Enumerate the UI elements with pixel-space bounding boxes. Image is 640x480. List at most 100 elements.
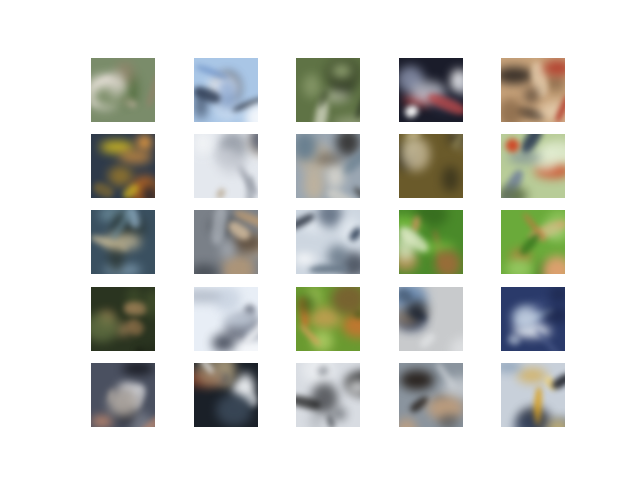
image-region: [501, 363, 523, 372]
image-region: [221, 254, 256, 274]
sample-image-r4-c4: [399, 287, 463, 351]
image-region: [332, 117, 360, 122]
image-region: [399, 369, 435, 390]
image-region: [224, 313, 256, 327]
image-region: [215, 393, 252, 427]
sample-image-r3-c3: [296, 210, 360, 274]
image-region: [91, 415, 113, 427]
image-region: [194, 288, 221, 304]
image-region: [418, 241, 456, 254]
image-region: [513, 412, 542, 427]
sample-image-r3-c4: [399, 210, 463, 274]
image-region: [342, 312, 360, 338]
sample-image-r4-c1: [91, 287, 155, 351]
image-region: [417, 330, 438, 350]
image-region: [335, 134, 360, 156]
image-region: [325, 161, 344, 190]
image-region: [546, 419, 565, 427]
image-region: [518, 231, 543, 257]
image-region: [296, 253, 315, 264]
image-region: [232, 381, 251, 397]
image-region: [297, 294, 315, 313]
sample-image-r5-c3: [296, 363, 360, 427]
image-region: [450, 336, 463, 351]
image-region: [245, 175, 255, 198]
image-region: [541, 223, 563, 238]
image-region: [107, 165, 134, 187]
image-region: [308, 411, 323, 427]
image-region: [501, 187, 528, 198]
image-region: [351, 186, 360, 198]
image-region: [103, 264, 142, 274]
sample-image-r1-c3: [296, 58, 360, 122]
sample-image-r1-c1: [91, 58, 155, 122]
sample-image-r5-c5: [501, 363, 565, 427]
sample-image-r2-c1: [91, 134, 155, 198]
image-region: [439, 413, 459, 427]
sample-image-r4-c5: [501, 287, 565, 351]
image-region: [435, 250, 461, 274]
image-region: [91, 313, 119, 342]
image-region: [452, 73, 463, 95]
image-region: [141, 183, 155, 198]
sample-image-r4-c3: [296, 287, 360, 351]
image-region: [214, 187, 227, 198]
image-region: [516, 367, 548, 383]
image-region: [137, 347, 155, 351]
image-region: [508, 151, 542, 165]
image-region: [122, 363, 154, 375]
image-region: [115, 324, 133, 336]
image-region: [327, 244, 348, 269]
image-region: [145, 288, 155, 318]
image-region: [322, 90, 350, 103]
image-region: [501, 66, 533, 85]
image-region: [347, 378, 360, 396]
image-region: [232, 341, 258, 351]
image-region: [331, 63, 351, 78]
sample-image-r3-c1: [91, 210, 155, 274]
image-region: [216, 151, 247, 176]
image-region: [249, 134, 258, 152]
sample-image-r5-c1: [91, 363, 155, 427]
sample-image-r3-c5: [501, 210, 565, 274]
image-region: [506, 258, 533, 274]
image-region: [123, 301, 147, 315]
image-region: [107, 388, 139, 417]
image-region: [215, 76, 239, 109]
sample-image-r2-c4: [399, 134, 463, 198]
image-region: [145, 70, 155, 109]
sample-image-r2-c5: [501, 134, 565, 198]
sample-image-r3-c2: [194, 210, 258, 274]
image-region: [303, 168, 324, 198]
image-region: [441, 166, 460, 193]
image-region: [399, 417, 417, 427]
image-region: [414, 210, 448, 227]
sample-image-r1-c5: [501, 58, 565, 122]
image-region: [103, 232, 141, 250]
sample-image-r1-c4: [399, 58, 463, 122]
image-region: [212, 334, 235, 351]
image-region: [118, 149, 152, 165]
image-region: [313, 153, 344, 166]
image-region: [308, 306, 342, 330]
image-region: [194, 263, 220, 274]
image-region: [405, 300, 428, 322]
image-region: [512, 306, 540, 332]
sample-image-r4-c2: [194, 287, 258, 351]
image-region: [331, 407, 346, 420]
sample-image-r2-c2: [194, 134, 258, 198]
sample-image-r2-c3: [296, 134, 360, 198]
image-region: [244, 103, 258, 122]
image-region: [296, 134, 317, 162]
image-region: [401, 137, 430, 171]
image-region: [545, 73, 565, 92]
image-region: [220, 238, 237, 259]
image-region: [311, 330, 333, 351]
sample-image-r5-c2: [194, 363, 258, 427]
image-region: [355, 95, 360, 119]
image-region: [541, 308, 565, 323]
image-region: [543, 60, 565, 77]
image-region: [195, 134, 212, 155]
image-region: [196, 363, 229, 386]
